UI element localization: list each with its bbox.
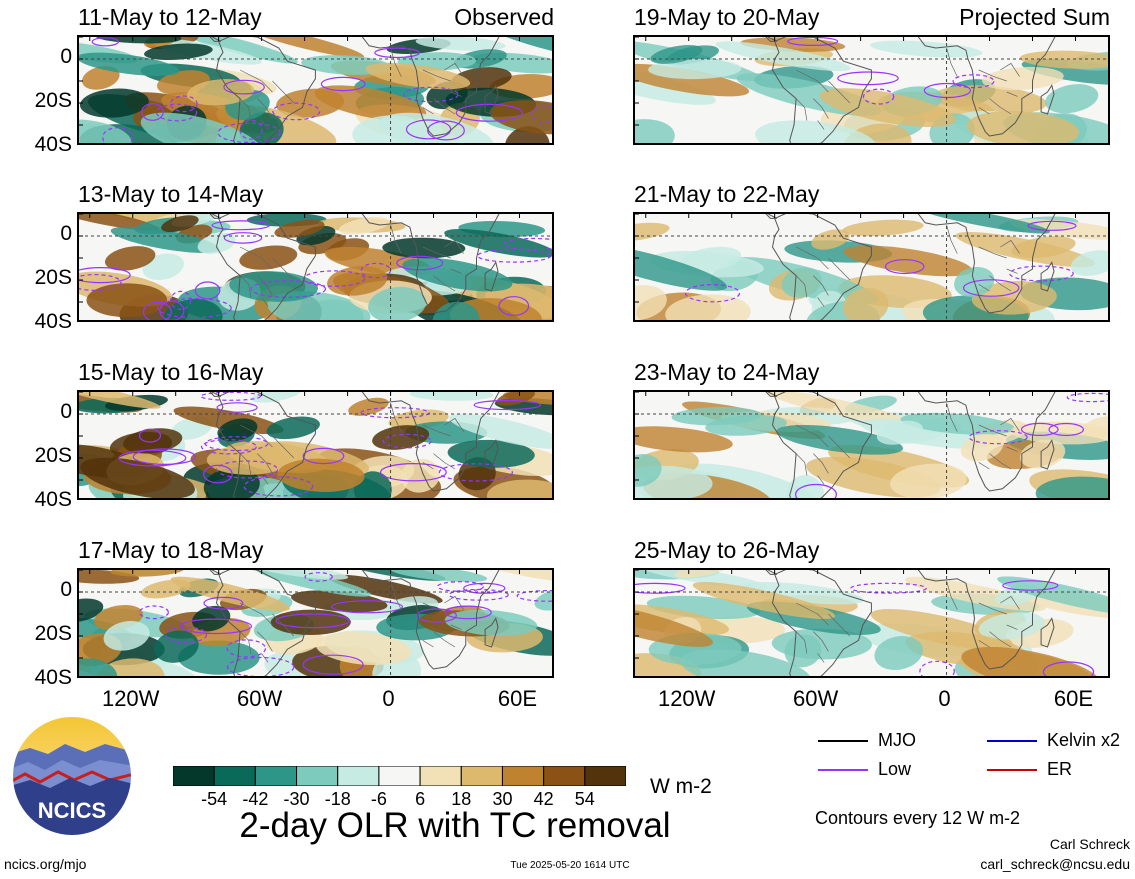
panel-corner-label: Projected Sum <box>959 4 1110 30</box>
ncics-logo: NCICS <box>10 714 134 838</box>
x-tick-label: 0 <box>938 686 951 711</box>
y-tick-label: 40S <box>34 666 72 689</box>
y-tick-label: 20S <box>34 622 72 645</box>
colorbar-tick-label: 54 <box>574 789 595 809</box>
panel-title: 25-May to 26-May <box>634 537 820 563</box>
colorbar-tick-label: 18 <box>451 789 472 809</box>
y-tick-label: 40S <box>34 133 72 156</box>
colorbar-swatch <box>501 765 545 787</box>
panel-title: 17-May to 18-May <box>78 537 264 563</box>
panel-title: 11-May to 12-May <box>78 4 262 30</box>
legend-line <box>987 769 1037 771</box>
x-tick-label: 120W <box>657 686 716 711</box>
panel-title: 15-May to 16-May <box>78 359 264 385</box>
map-panel <box>77 568 554 678</box>
panel-title: 13-May to 14-May <box>78 181 264 207</box>
colorbar <box>172 765 627 787</box>
x-tick-label: 60W <box>793 686 839 711</box>
colorbar-swatch <box>254 765 298 787</box>
legend-label: Kelvin x2 <box>1047 730 1121 750</box>
units-label: W m-2 <box>650 775 712 798</box>
panel-title: 21-May to 22-May <box>634 181 820 207</box>
main-title: 2-day OLR with TC removal <box>239 806 671 845</box>
y-tick-label: 0 <box>60 578 72 601</box>
panel-title: 23-May to 24-May <box>634 359 820 385</box>
colorbar-tick-label: 42 <box>533 789 554 809</box>
y-tick-label: 20S <box>34 89 72 112</box>
colorbar-tick-label: -18 <box>324 789 351 809</box>
legend-label: MJO <box>878 730 916 750</box>
colorbar-swatch <box>419 765 462 787</box>
logo-text: NCICS <box>38 798 106 823</box>
x-tick-label: 60E <box>497 686 538 711</box>
footer-timestamp: Tue 2025-05-20 1614 UTC <box>510 860 630 871</box>
y-tick-label: 40S <box>34 310 72 333</box>
colorbar-tick-label: -6 <box>370 789 387 809</box>
colorbar-swatch <box>337 765 380 787</box>
panel-title: 19-May to 20-May <box>634 4 820 30</box>
footer-url: ncics.org/mjo <box>4 856 87 872</box>
legend-line <box>987 740 1037 742</box>
colorbar-tick-label: 6 <box>415 789 426 809</box>
x-tick-label: 120W <box>101 686 160 711</box>
colorbar-swatch <box>584 765 627 787</box>
colorbar-swatch <box>296 765 339 787</box>
colorbar-swatch <box>543 765 586 787</box>
footer-author: Carl Schreck <box>1049 836 1130 852</box>
y-tick-label: 0 <box>60 222 72 245</box>
colorbar-tick-label: -30 <box>283 789 310 809</box>
y-tick-label: 20S <box>34 444 72 467</box>
legend-line <box>818 740 868 742</box>
map-panel <box>633 35 1110 145</box>
legend-label: ER <box>1047 759 1073 779</box>
x-tick-label: 60W <box>237 686 283 711</box>
colorbar-tick-label: -42 <box>242 789 269 809</box>
colorbar-swatch <box>378 765 421 787</box>
colorbar-swatch <box>460 765 503 787</box>
panel-corner-label: Observed <box>454 4 554 30</box>
map-panel <box>633 212 1110 322</box>
x-tick-label: 60E <box>1053 686 1094 711</box>
x-tick-label: 0 <box>382 686 395 711</box>
map-panel <box>633 390 1110 500</box>
contour-note: Contours every 12 W m-2 <box>815 808 1021 828</box>
colorbar-tick-label: 30 <box>492 789 513 809</box>
y-tick-label: 20S <box>34 266 72 289</box>
map-panel <box>633 568 1110 678</box>
map-panel <box>77 212 554 322</box>
colorbar-tick-label: -54 <box>201 789 228 809</box>
colorbar-swatch <box>213 765 256 787</box>
y-tick-label: 0 <box>60 45 72 68</box>
footer-email: carl_schreck@ncsu.edu <box>980 856 1130 872</box>
y-tick-label: 40S <box>34 488 72 511</box>
colorbar-swatch <box>172 765 215 787</box>
map-panel <box>77 390 554 500</box>
legend-line <box>818 769 868 771</box>
legend-label: Low <box>878 759 912 779</box>
map-panel <box>77 35 554 145</box>
y-tick-label: 0 <box>60 400 72 423</box>
